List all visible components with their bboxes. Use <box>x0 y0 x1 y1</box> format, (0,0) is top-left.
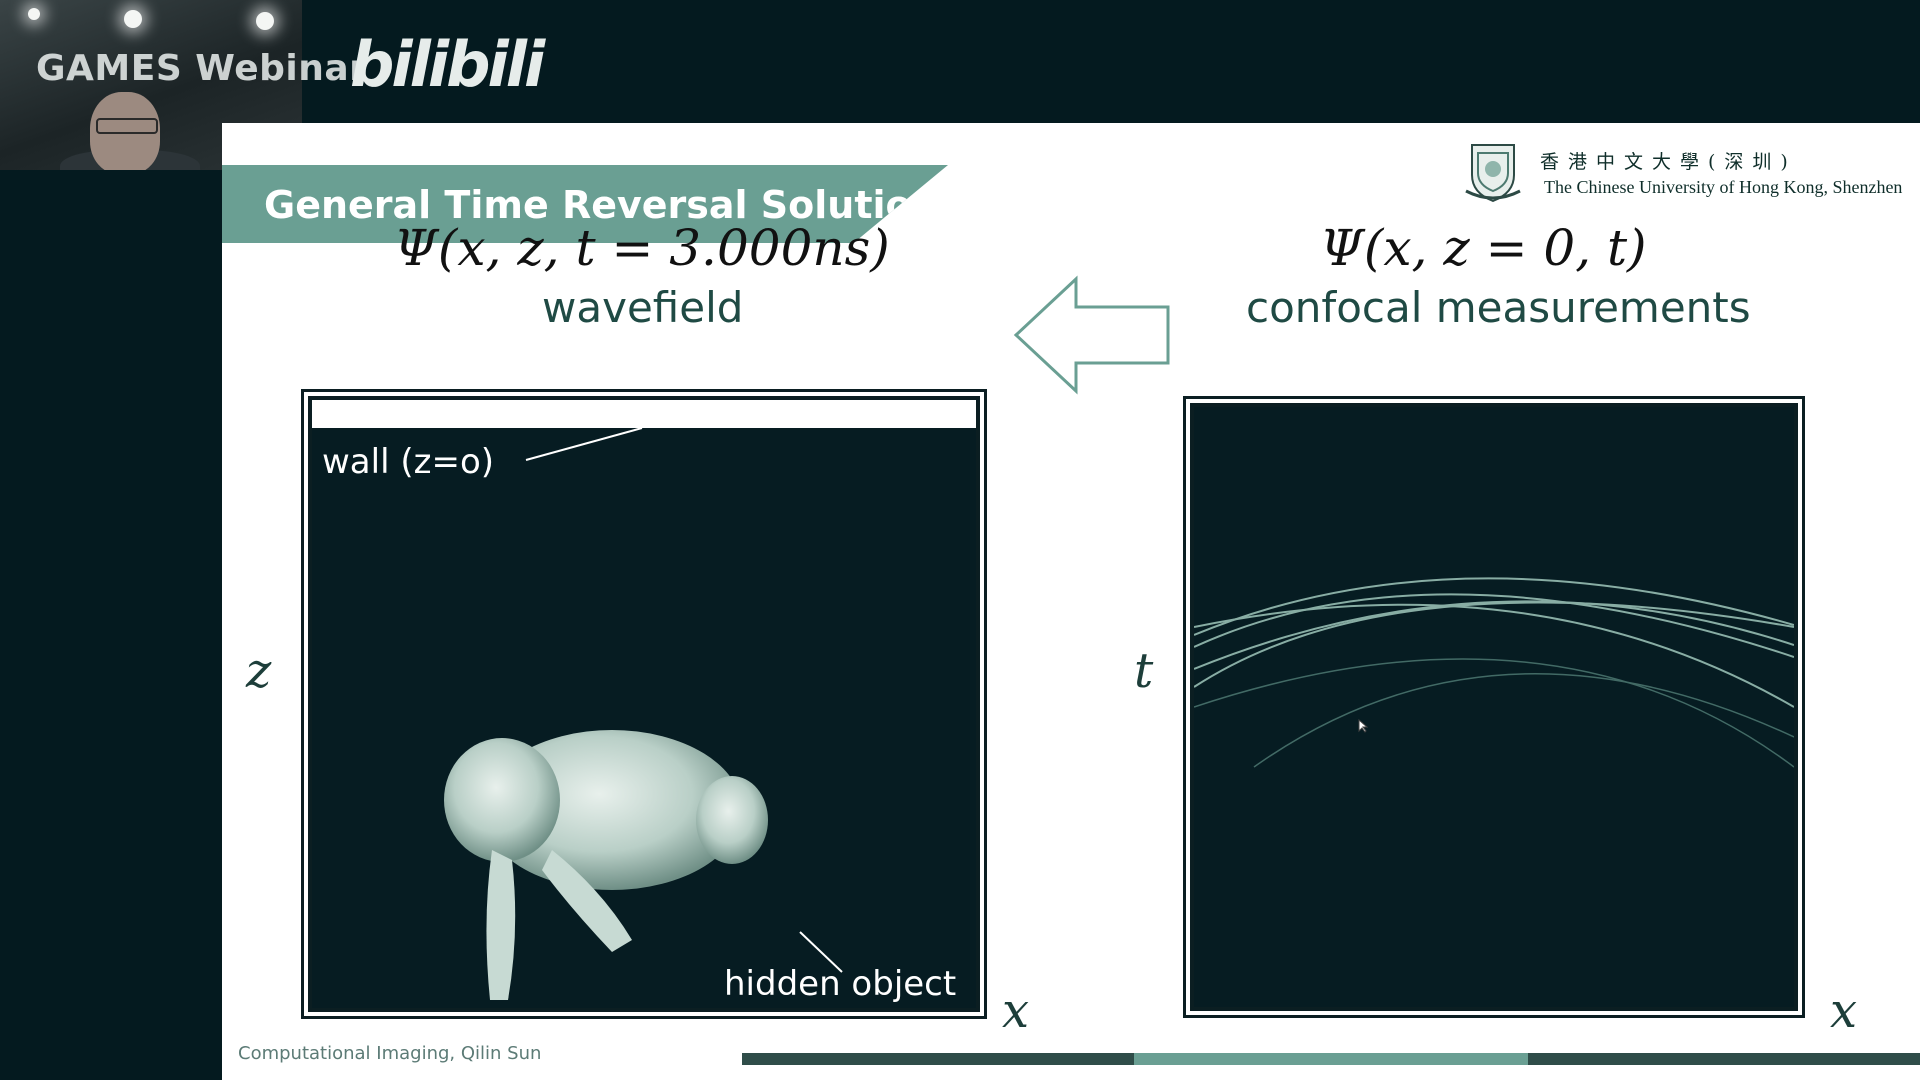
right-label: confocal measurements <box>1246 283 1751 332</box>
title-band: General Time Reversal Solution <box>222 165 948 243</box>
progress-segment-1 <box>742 1053 1134 1065</box>
progress-segment-3 <box>1528 1053 1920 1065</box>
wall-pointer-line <box>525 427 843 973</box>
left-equation: Ψ(x, z, t = 3.000ns) <box>394 219 890 277</box>
wall-annotation: wall (z=o) <box>322 442 495 482</box>
hidden-object-bunny <box>444 730 768 1000</box>
measurements-panel <box>1190 403 1798 1011</box>
right-equation: Ψ(x, z = 0, t) <box>1320 219 1647 277</box>
university-crest-icon <box>1465 144 1521 203</box>
slide: General Time Reversal Solution 香港中文大學(深圳… <box>222 123 1920 1080</box>
right-axis-t: t <box>1134 643 1154 699</box>
ceiling-light <box>124 10 142 28</box>
progress-segment-2 <box>1134 1053 1528 1065</box>
top-bar <box>0 0 1920 123</box>
slide-footer: Computational Imaging, Qilin Sun <box>238 1043 542 1064</box>
university-name-en: The Chinese University of Hong Kong, She… <box>1544 177 1903 197</box>
presenter-glasses <box>96 118 158 134</box>
left-arrow-icon <box>1013 275 1170 395</box>
left-label: wavefield <box>542 283 744 332</box>
presenter-head <box>90 92 160 170</box>
wall-band <box>312 400 976 428</box>
watermark-text: GAMES Webinar <box>36 48 368 89</box>
mouse-cursor-icon <box>1358 719 1368 733</box>
bilibili-logo: bilibili <box>350 28 545 101</box>
ceiling-light <box>28 8 40 20</box>
measurement-curves <box>1193 577 1795 768</box>
left-axis-x: x <box>1002 983 1030 1039</box>
wavefield-panel: wall (z=o) hidden object <box>308 396 980 1012</box>
hidden-object-annotation: hidden object <box>724 964 957 1004</box>
webcam-feed <box>0 0 302 170</box>
university-name-cn: 香港中文大學(深圳) <box>1540 151 1797 173</box>
slide-title: General Time Reversal Solution <box>264 183 939 227</box>
right-axis-x: x <box>1830 983 1858 1039</box>
left-axis-z: z <box>246 643 272 699</box>
ceiling-light <box>256 12 274 30</box>
